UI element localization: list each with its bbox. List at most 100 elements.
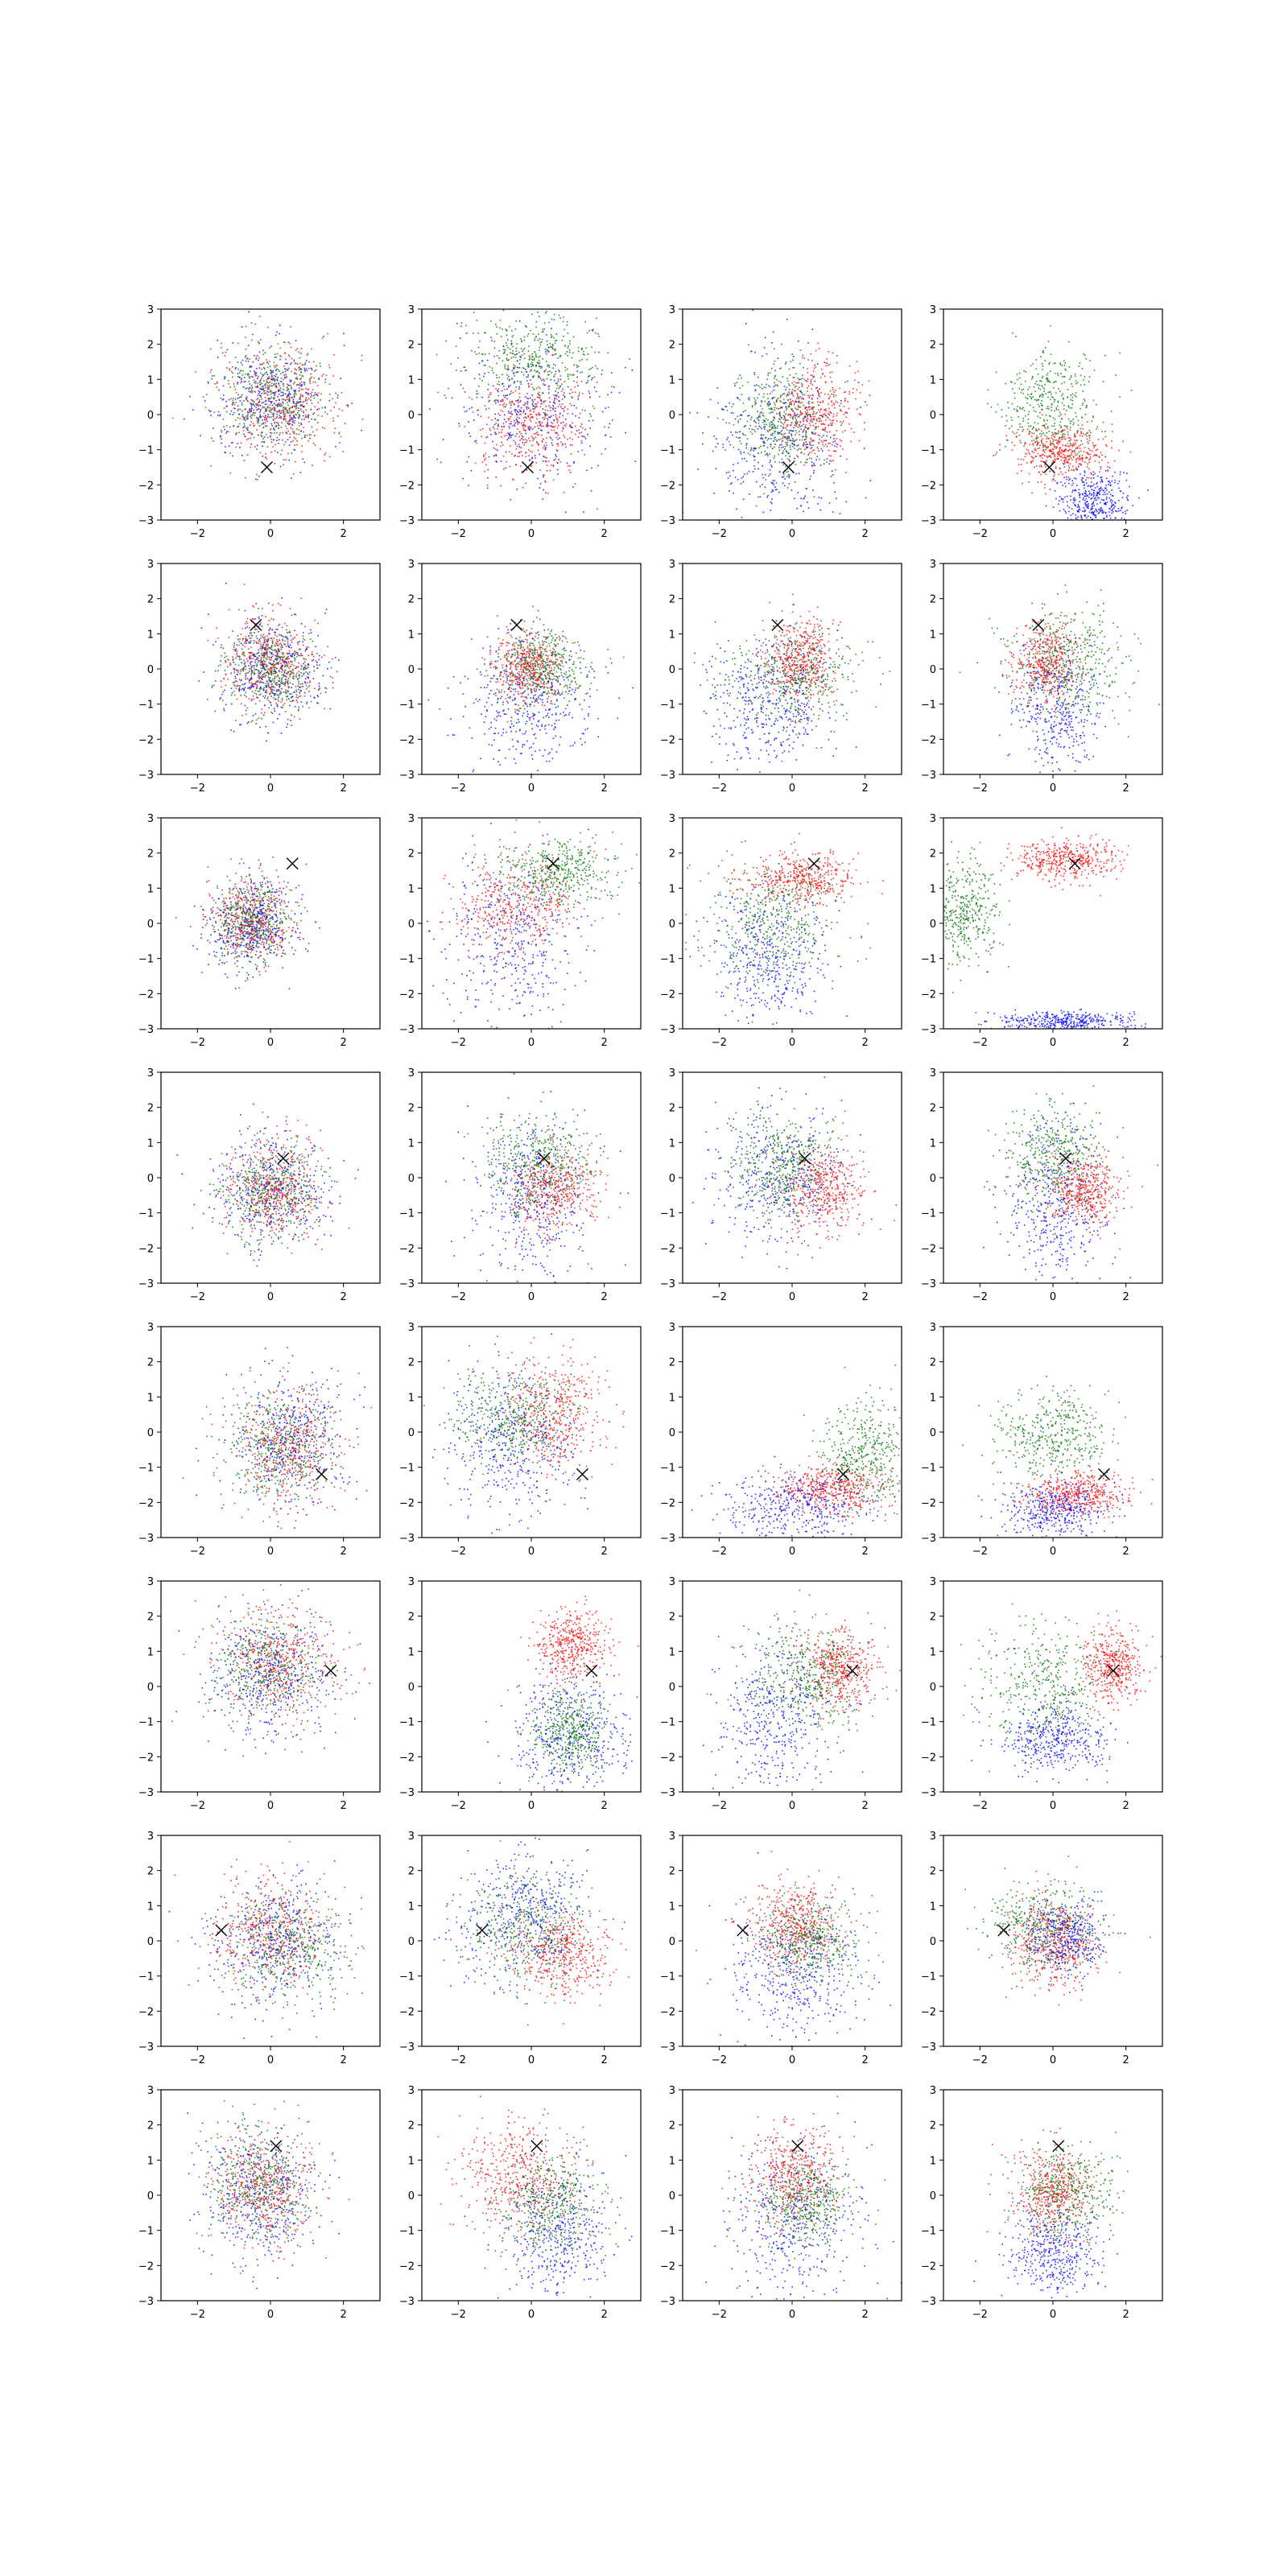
point-blue — [805, 380, 807, 382]
point-green — [786, 439, 789, 441]
point-red — [793, 367, 795, 369]
point-red — [1032, 444, 1034, 446]
point-blue — [1120, 533, 1121, 535]
point-blue — [547, 419, 549, 421]
point-green — [1040, 402, 1042, 404]
point-green — [332, 420, 335, 422]
point-green — [295, 369, 298, 371]
point-red — [1065, 448, 1067, 450]
point-blue — [451, 397, 453, 399]
point-red — [1041, 457, 1043, 459]
point-red — [262, 406, 264, 408]
point-blue — [1083, 529, 1084, 530]
point-blue — [510, 412, 511, 414]
point-red — [246, 439, 248, 440]
point-red — [846, 458, 848, 460]
point-green — [507, 367, 510, 369]
point-green — [558, 387, 559, 390]
point-green — [280, 453, 282, 456]
point-red — [1050, 442, 1051, 444]
point-blue — [521, 438, 522, 440]
point-red — [543, 474, 544, 477]
point-blue — [1086, 504, 1088, 506]
point-green — [497, 394, 500, 397]
point-blue — [518, 411, 519, 413]
point-red — [1063, 453, 1064, 456]
point-red — [819, 395, 821, 398]
point-blue — [285, 393, 287, 395]
point-green — [1037, 443, 1038, 445]
point-blue — [220, 435, 221, 437]
point-green — [772, 423, 774, 425]
point-blue — [254, 478, 257, 481]
point-green — [1082, 428, 1084, 430]
point-red — [830, 424, 832, 427]
point-blue — [225, 446, 226, 448]
point-blue — [836, 444, 839, 445]
point-blue — [1079, 494, 1080, 496]
point-blue — [259, 363, 261, 365]
point-red — [520, 422, 522, 424]
point-green — [325, 374, 328, 377]
point-red — [269, 382, 270, 383]
point-green — [256, 420, 258, 422]
point-green — [554, 349, 556, 352]
point-green — [304, 436, 306, 438]
point-red — [812, 424, 815, 427]
point-blue — [542, 392, 544, 394]
point-green — [763, 440, 765, 443]
point-green — [1037, 398, 1039, 401]
point-red — [845, 411, 847, 413]
point-blue — [773, 440, 774, 442]
point-green — [1070, 394, 1071, 396]
point-blue — [828, 502, 831, 504]
point-green — [299, 374, 301, 376]
point-blue — [1085, 505, 1088, 507]
point-green — [1031, 432, 1034, 435]
point-green — [489, 365, 491, 368]
point-blue — [1089, 486, 1092, 488]
point-blue — [516, 366, 518, 369]
point-red — [518, 392, 521, 394]
point-blue — [308, 393, 310, 394]
point-green — [510, 342, 512, 345]
point-blue — [1117, 482, 1119, 485]
point-blue — [1113, 506, 1115, 509]
point-red — [437, 391, 439, 394]
point-red — [806, 414, 808, 416]
point-blue — [511, 369, 513, 372]
point-green — [1060, 373, 1062, 374]
point-green — [1078, 365, 1080, 367]
point-green — [552, 363, 555, 365]
point-blue — [793, 427, 795, 428]
point-green — [538, 363, 539, 365]
point-red — [276, 386, 278, 388]
point-blue — [270, 401, 271, 402]
point-blue — [263, 436, 266, 438]
point-red — [299, 398, 301, 400]
point-red — [551, 421, 552, 423]
point-red — [195, 371, 196, 373]
point-blue — [255, 368, 258, 369]
point-red — [509, 431, 511, 434]
point-green — [1052, 440, 1055, 442]
point-red — [1088, 468, 1090, 470]
point-red — [340, 436, 342, 438]
point-blue — [1089, 532, 1091, 534]
point-blue — [1077, 516, 1079, 518]
point-blue — [734, 477, 737, 478]
point-green — [281, 404, 283, 407]
point-red — [1026, 448, 1028, 451]
y-tick-label: 3 — [669, 304, 675, 316]
point-red — [799, 420, 801, 423]
point-red — [806, 447, 807, 449]
point-green — [318, 377, 320, 379]
point-green — [1061, 376, 1063, 378]
point-red — [338, 431, 341, 434]
point-green — [266, 381, 268, 382]
point-green — [266, 425, 268, 427]
point-red — [830, 411, 832, 414]
point-green — [804, 415, 806, 417]
point-red — [532, 416, 534, 419]
point-blue — [295, 402, 297, 404]
